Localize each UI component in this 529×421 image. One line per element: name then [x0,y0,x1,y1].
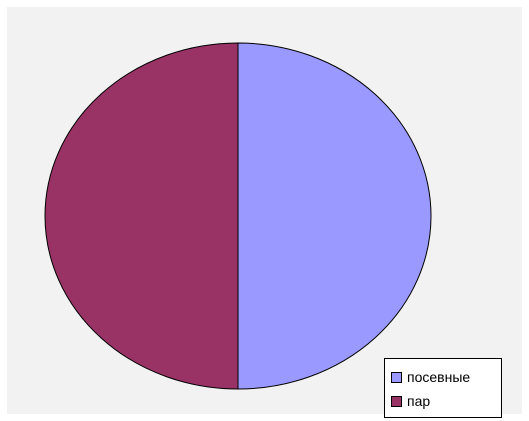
legend-label-posevnye: посевные [407,369,471,385]
legend-swatch-par [391,395,402,407]
pie-chart [44,42,432,390]
chart-area: посевные пар [7,7,522,418]
pie-slice-par [44,42,239,390]
legend: посевные пар [384,358,502,418]
legend-swatch-posevnye [391,371,402,383]
legend-label-par: пар [407,393,431,409]
legend-item-par: пар [391,389,501,413]
pie-slice-posevnye [237,42,432,390]
legend-item-posevnye: посевные [391,365,501,389]
